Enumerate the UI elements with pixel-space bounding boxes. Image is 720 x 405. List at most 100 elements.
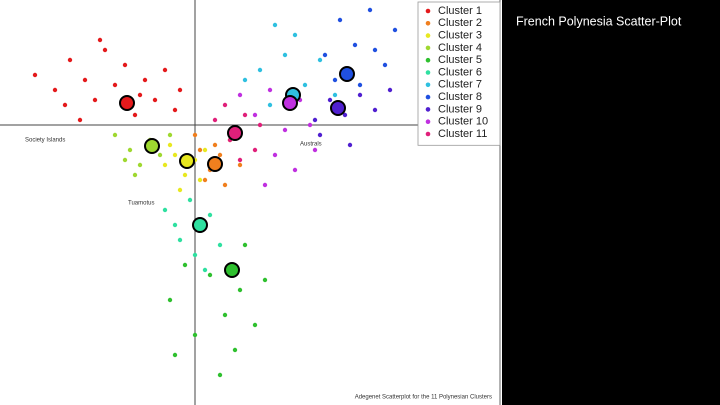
point bbox=[132, 172, 138, 178]
point bbox=[317, 57, 323, 63]
point bbox=[217, 152, 223, 158]
point bbox=[207, 272, 213, 278]
point bbox=[102, 47, 108, 53]
point bbox=[292, 32, 298, 38]
point bbox=[177, 87, 183, 93]
legend-swatch bbox=[425, 33, 431, 38]
point bbox=[252, 147, 258, 153]
legend-swatch bbox=[425, 45, 431, 51]
point bbox=[167, 297, 173, 303]
point bbox=[352, 42, 358, 48]
point bbox=[137, 162, 143, 168]
point bbox=[242, 112, 248, 118]
legend-box bbox=[417, 1, 501, 146]
point bbox=[202, 267, 208, 273]
point bbox=[252, 112, 258, 118]
point bbox=[237, 157, 243, 163]
point bbox=[312, 117, 318, 123]
point bbox=[192, 132, 198, 138]
point bbox=[357, 82, 363, 88]
point bbox=[327, 97, 333, 103]
point bbox=[157, 152, 163, 158]
point bbox=[177, 237, 183, 243]
scatter-plot: Society Islands Australs Tuamotus Adegenet … bbox=[25, 1, 501, 401]
point bbox=[367, 7, 373, 13]
point bbox=[167, 142, 173, 148]
legend-label: Cluster 6 bbox=[438, 66, 482, 78]
point bbox=[317, 132, 323, 138]
point bbox=[92, 97, 98, 103]
point bbox=[162, 162, 168, 168]
point bbox=[202, 147, 208, 153]
legend-swatch bbox=[425, 119, 431, 124]
point bbox=[382, 62, 388, 68]
point bbox=[172, 107, 178, 113]
point bbox=[282, 127, 288, 133]
legend-swatch bbox=[425, 70, 431, 75]
point bbox=[387, 87, 393, 93]
point bbox=[252, 322, 258, 328]
legend-label: Cluster 3 bbox=[438, 30, 482, 42]
point bbox=[207, 212, 213, 218]
legend-swatch bbox=[425, 8, 431, 14]
point bbox=[182, 262, 188, 268]
point bbox=[307, 122, 313, 128]
centroid bbox=[192, 217, 208, 233]
legend-label: Cluster 8 bbox=[438, 91, 482, 103]
point bbox=[332, 77, 338, 83]
point bbox=[392, 27, 398, 33]
point bbox=[202, 177, 208, 183]
point bbox=[132, 112, 138, 118]
centroid bbox=[339, 66, 355, 82]
point bbox=[267, 87, 273, 93]
title-panel bbox=[502, 0, 720, 405]
point bbox=[212, 117, 218, 123]
point bbox=[267, 102, 273, 108]
legend-label: Cluster 1 bbox=[438, 5, 482, 17]
point bbox=[257, 67, 263, 73]
legend-label: Cluster 10 bbox=[438, 116, 488, 128]
point bbox=[172, 222, 178, 228]
point bbox=[192, 252, 198, 258]
point bbox=[237, 287, 243, 293]
centroid bbox=[282, 95, 298, 111]
point bbox=[62, 102, 68, 108]
point bbox=[172, 152, 178, 158]
centroid bbox=[144, 138, 160, 154]
point bbox=[112, 132, 118, 138]
point bbox=[237, 92, 243, 98]
legend-swatch bbox=[425, 21, 431, 26]
point bbox=[137, 92, 143, 98]
region-label: Society Islands bbox=[25, 138, 65, 144]
point bbox=[197, 147, 203, 153]
point bbox=[217, 372, 223, 378]
centroid bbox=[119, 95, 135, 111]
legend-swatch bbox=[425, 82, 431, 88]
point bbox=[237, 162, 243, 168]
point bbox=[222, 102, 228, 108]
slide-title: French Polynesia Scatter-Plot bbox=[516, 14, 682, 28]
point bbox=[262, 182, 268, 188]
legend-label: Cluster 7 bbox=[438, 79, 482, 91]
point bbox=[197, 177, 203, 183]
point bbox=[77, 117, 83, 123]
centroid bbox=[179, 153, 195, 169]
centroid bbox=[207, 156, 223, 172]
point bbox=[82, 77, 88, 83]
point bbox=[127, 147, 133, 153]
centroid bbox=[224, 262, 240, 278]
point bbox=[357, 92, 363, 98]
point bbox=[372, 107, 378, 113]
point bbox=[337, 17, 343, 23]
point bbox=[272, 152, 278, 158]
region-label: Tuamotus bbox=[128, 201, 154, 207]
point bbox=[187, 197, 193, 203]
point bbox=[167, 132, 173, 138]
centroid bbox=[330, 100, 346, 116]
legend-swatch bbox=[425, 131, 431, 137]
point bbox=[262, 277, 268, 283]
region-label: Australs bbox=[300, 142, 322, 148]
point bbox=[122, 157, 128, 163]
centroid bbox=[227, 125, 243, 141]
